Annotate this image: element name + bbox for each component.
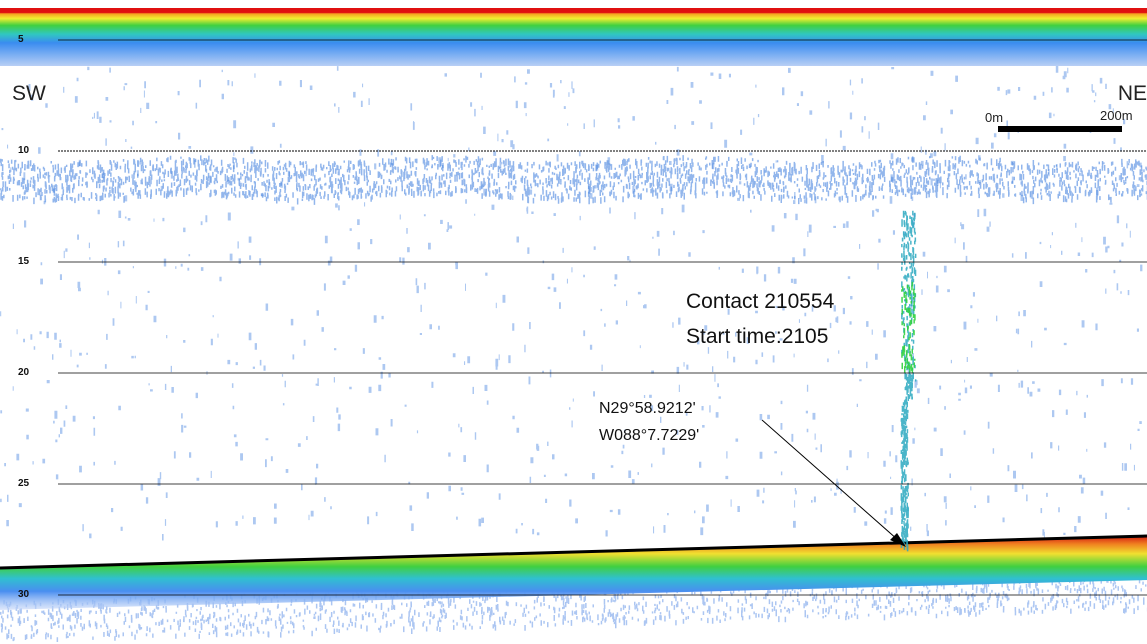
scale-bar: [998, 126, 1122, 132]
latitude: N29°58.9212': [599, 400, 696, 417]
noise: [0, 66, 1147, 642]
sub-bottom-noise: [0, 569, 1147, 642]
contact-start-time: Start time:2105: [686, 325, 828, 348]
surface-return: [0, 8, 1147, 66]
seabed-line: [0, 534, 1147, 570]
plume-core: [901, 281, 916, 373]
pointer-arrowhead: [890, 533, 906, 547]
depth-label: 10: [18, 145, 30, 156]
seabed-return: [0, 535, 1147, 610]
pointer-line: [761, 419, 899, 541]
direction-right: NE: [1118, 82, 1147, 105]
scatter-noise: [0, 66, 1145, 541]
longitude: W088°7.7229': [599, 427, 699, 444]
depth-label: 30: [18, 589, 30, 600]
contact-name: Contact 210554: [686, 290, 835, 313]
plume-body: [900, 210, 917, 552]
depth-label: 25: [18, 478, 30, 489]
plume: [900, 210, 917, 552]
depth-lines: 5 10 15 20 25 30: [18, 34, 1147, 600]
depth-label: 20: [18, 367, 30, 378]
scale-end: 200m: [1100, 108, 1133, 123]
depth-label: 5: [18, 34, 24, 45]
scattering-layer: [0, 155, 1147, 205]
depth-label: 15: [18, 256, 30, 267]
direction-left: SW: [12, 82, 46, 105]
scale-start: 0m: [985, 110, 1003, 125]
